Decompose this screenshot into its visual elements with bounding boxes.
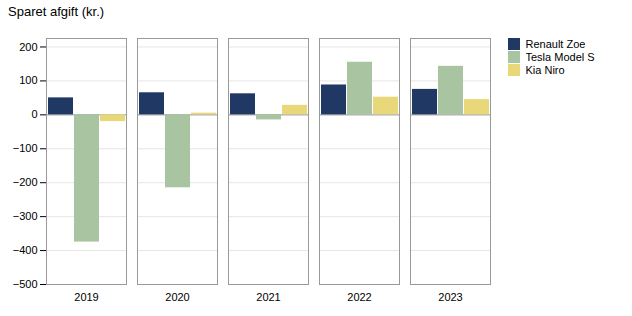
html-text:Tesla Model S: Tesla Model S: [525, 51, 595, 63]
svg-text:2023: 2023: [438, 291, 462, 303]
svg-text:100: 100: [19, 74, 37, 86]
svg-text:2021: 2021: [256, 291, 280, 303]
svg-text:−100: −100: [13, 142, 38, 154]
svg-text:2019: 2019: [74, 291, 98, 303]
svg-text:−300: −300: [13, 210, 38, 222]
svg-text:0: 0: [31, 108, 37, 120]
html-text:Kia Niro: Kia Niro: [525, 64, 565, 76]
svg-text:−400: −400: [13, 244, 38, 256]
html-text:Sparet afgift (kr.): Sparet afgift (kr.): [8, 4, 105, 19]
html-text:Renault Zoe: Renault Zoe: [525, 38, 586, 50]
svg-text:−500: −500: [13, 278, 38, 290]
svg-text:2022: 2022: [347, 291, 371, 303]
svg-text:2020: 2020: [165, 291, 189, 303]
svg-text:−200: −200: [13, 176, 38, 188]
svg-text:200: 200: [19, 41, 37, 53]
